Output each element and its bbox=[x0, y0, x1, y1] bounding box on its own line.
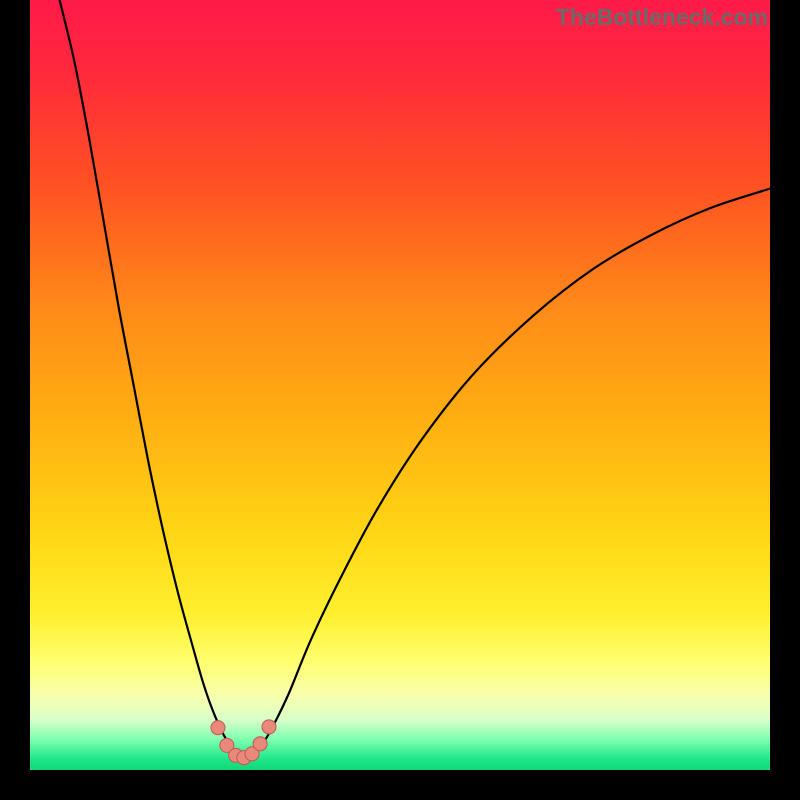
curve-layer bbox=[30, 0, 770, 770]
curve-marker bbox=[253, 737, 267, 751]
plot-area bbox=[30, 0, 770, 770]
watermark-text: TheBottleneck.com bbox=[556, 4, 768, 31]
curve-marker bbox=[211, 721, 225, 735]
bottleneck-curve-right bbox=[245, 189, 770, 759]
curve-marker bbox=[262, 720, 276, 734]
bottleneck-curve-left bbox=[60, 0, 245, 758]
curve-markers bbox=[211, 720, 276, 765]
